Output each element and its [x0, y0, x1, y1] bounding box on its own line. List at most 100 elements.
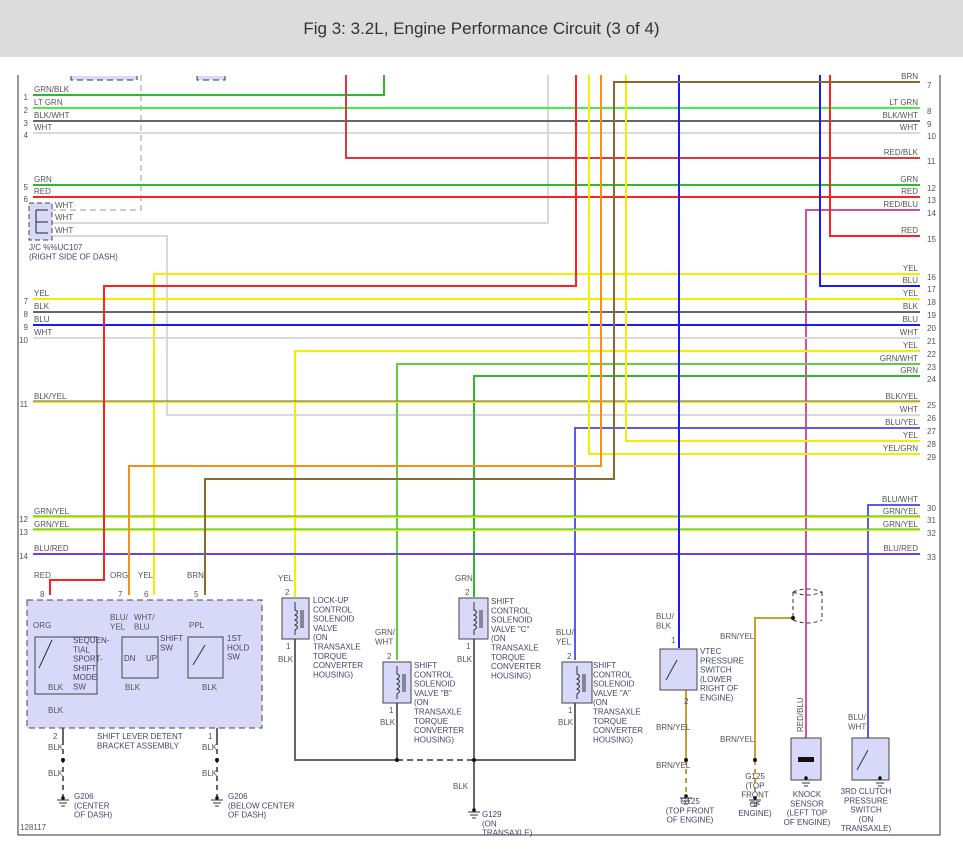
left-wire-label: LT GRN: [34, 98, 63, 107]
sport-switch-name: SEQUEN-TIAL SPORT-SHIFT MODE SW: [73, 636, 110, 692]
text-line: OF: [749, 800, 760, 809]
vtec-pressure-switch[interactable]: [659, 648, 698, 691]
wire-bluwht: [867, 504, 920, 740]
wire-label-org: ORG: [110, 571, 128, 580]
right-wire-label: BLU: [902, 315, 918, 324]
right-wire-label: YEL: [903, 289, 919, 298]
text-line: (LEFT TOP: [787, 809, 827, 818]
ground-icon: [800, 779, 812, 787]
junction-dot: [215, 796, 219, 800]
junction-dot: [472, 808, 476, 812]
pin-number: 2: [567, 652, 572, 661]
shift-switch-dn: DN: [124, 654, 136, 663]
text-line: VALVE: [313, 624, 338, 633]
right-wire-label: BLK/YEL: [886, 392, 919, 401]
right-pin-number: 10: [927, 132, 936, 141]
right-wire-label: WHT: [900, 328, 918, 337]
text-line: TRANSAXLE): [482, 829, 533, 838]
right-pin-number: 16: [927, 273, 936, 282]
left-pin-number: 6: [24, 195, 29, 204]
text-line: HOUSING): [491, 671, 531, 680]
wire-labels: 1 GRN/BLK 2 LT GRN 3 BLK/WHT 4 WHT 5 GRN 6 RED 7 YEL 8…: [19, 72, 936, 562]
wire-redblu: [805, 209, 920, 738]
text-line: OF ENGINE): [784, 818, 831, 827]
wire-label: WHT/BLU: [134, 613, 155, 631]
left-wire-label: WHT: [34, 328, 52, 337]
first-hold-switch[interactable]: [187, 636, 224, 679]
wire-brn: [204, 81, 920, 595]
text-line: SOLENOID: [491, 616, 533, 625]
text-line: VALVE "A": [593, 689, 631, 698]
right-pin-number: 27: [927, 427, 936, 436]
text-line: SHIFT: [73, 664, 96, 673]
text-line: TRANSAXLE): [841, 824, 892, 833]
shift-switch[interactable]: [121, 636, 159, 679]
wire-label: BLU/WHT: [848, 713, 867, 731]
wire-label: BLK: [202, 743, 218, 752]
wiring-diagram: 1 GRN/BLK 2 LT GRN 3 BLK/WHT 4 WHT 5 GRN 6 RED 7 YEL 8…: [17, 72, 941, 838]
pin-number: 1: [286, 642, 291, 651]
right-pin-number: 29: [927, 453, 936, 462]
text-line: TIAL: [73, 645, 90, 654]
valve-a-name: SHIFT CONTROL SOLENOID VALVE "A" (ON TRANSAXL…: [593, 661, 643, 744]
left-pin-number: 12: [19, 515, 28, 524]
wire-label: BLU/YEL: [556, 628, 575, 646]
text-line: OF ENGINE): [667, 816, 714, 825]
text-line: OF DASH): [228, 811, 267, 820]
text-line: CONTROL: [593, 670, 633, 679]
text-line: ENGINE): [700, 694, 734, 703]
right-pin-number: 15: [927, 235, 936, 244]
third-clutch-pressure-switch[interactable]: [851, 737, 890, 781]
right-wire-label: WHT: [900, 123, 918, 132]
wire-label: ORG: [33, 621, 51, 630]
right-pin-number: 13: [927, 196, 936, 205]
wire-redblk: [345, 75, 920, 159]
text-line: VTEC: [700, 647, 722, 656]
text-line: BLK: [656, 621, 672, 630]
wire-label: BLK: [457, 655, 473, 664]
right-pin-number: 17: [927, 285, 936, 294]
wire-label: YEL: [278, 574, 294, 583]
wire-label: BLK: [125, 683, 141, 692]
left-pin-number: 5: [24, 183, 29, 192]
text-line: HOUSING): [593, 735, 633, 744]
right-pin-number: 33: [927, 553, 936, 562]
right-pin-number: 14: [927, 209, 936, 218]
text-line: WHT: [375, 637, 393, 646]
right-wire-label: BLU: [902, 276, 918, 285]
text-line: GRN/: [375, 628, 396, 637]
text-line: SHIFT: [160, 634, 183, 643]
text-line: TRANSAXLE: [491, 644, 539, 653]
text-line: BLU/: [556, 628, 575, 637]
text-line: (RIGHT SIDE OF DASH): [29, 252, 118, 261]
text-line: (LOWER: [700, 675, 732, 684]
text-line: G206: [74, 792, 94, 801]
text-line: MODE: [73, 673, 97, 682]
wire-label: BLK: [380, 718, 396, 727]
text-line: J/C %%UC107: [29, 243, 83, 252]
right-pin-number: 18: [927, 298, 936, 307]
text-line: LOCK-UP: [313, 596, 349, 605]
left-pin-number: 9: [24, 323, 29, 332]
junction-wire-label: WHT: [55, 226, 73, 235]
solenoid-coil-icon: [575, 666, 586, 699]
coil-icons: [293, 602, 586, 699]
junction-dot: [753, 796, 757, 800]
wire-grnwht: [396, 363, 920, 660]
right-wire-label: RED/BLU: [883, 200, 918, 209]
text-line: G125: [680, 797, 700, 806]
figure-title: Fig 3: 3.2L, Engine Performance Circuit …: [303, 18, 660, 38]
left-wire-label: WHT: [34, 123, 52, 132]
pin-number: 6: [144, 590, 149, 599]
text-line: TORQUE: [414, 717, 448, 726]
text-line: SW: [160, 643, 173, 652]
text-line: CONVERTER: [313, 661, 363, 670]
pin-number: 1: [208, 732, 213, 741]
solenoid-coil-icon: [472, 602, 483, 635]
junction-wire-label: WHT: [55, 201, 73, 210]
sport-mode-switch[interactable]: [34, 636, 98, 695]
left-pin-number: 1: [24, 93, 29, 102]
right-wire-label: BRN: [901, 72, 918, 81]
shift-switch-up: UP: [146, 654, 157, 663]
